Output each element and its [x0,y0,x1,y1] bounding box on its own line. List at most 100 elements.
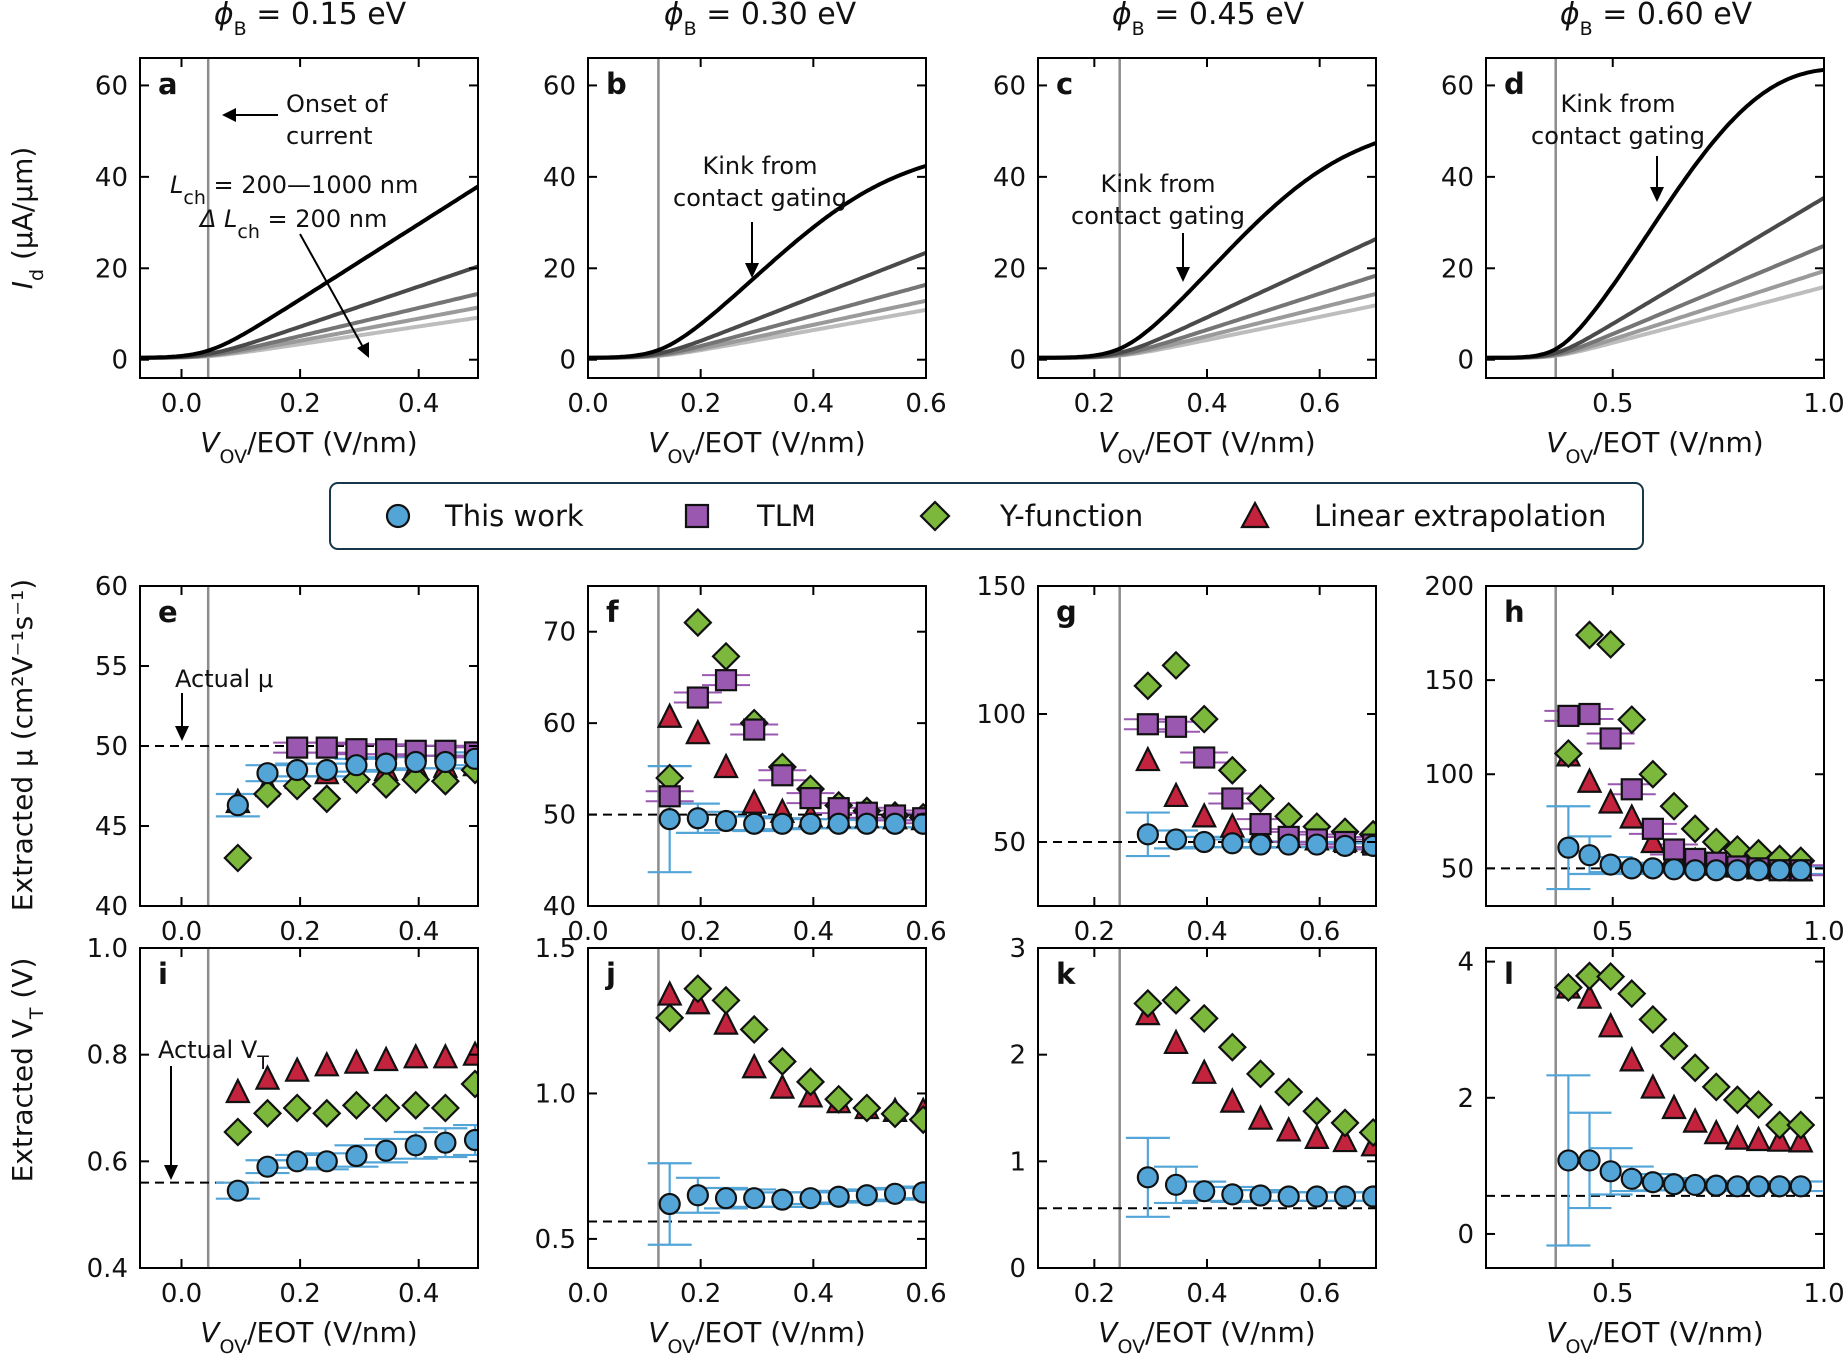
marker-tlm [1662,838,1686,861]
marker-this-work [1249,833,1272,856]
x-tick-label: 0.4 [1186,1279,1227,1309]
marker-y-function [739,1014,769,1045]
x-axis-label-sub: OV [1565,446,1593,468]
x-axis-label-rest: /EOT (V/nm) [1593,426,1764,459]
marker-linear-extrapolation [713,1009,739,1035]
x-tick-label: 0.0 [567,389,608,419]
plot-area [140,948,478,1268]
plot-area [1038,58,1376,378]
column-headers: ϕB = 0.15 eV ϕB = 0.30 eV ϕB = 0.45 eV ϕ… [214,0,1753,40]
y-tick-label: 40 [543,163,576,193]
x-axis-label: VOV/EOT (V/nm) [200,426,417,468]
marker-y-function [1659,791,1689,821]
x-axis-label-main: V [1098,1316,1119,1349]
marker-this-work [1333,834,1357,857]
x-axis-label-sub: OV [219,446,247,468]
x-tick-label: 0.2 [279,389,320,419]
marker-y-function [1553,972,1583,1003]
plot-area [1486,586,1824,906]
panel-j: 0.0 0.2 0.4 0.6 0.5 1.0 1.5 j VOV/EOT (V/nm) [535,934,947,1355]
row1-y-axis-label: Id (μA/μm) [6,147,48,290]
marker-this-work [1221,832,1244,855]
marker-this-work [1641,857,1664,880]
marker-y-function [1245,1059,1276,1089]
panel-letter: f [606,595,619,629]
marker-y-function [1743,1090,1774,1120]
annotation-delta-lch: Δ Lch = 200 nm [198,205,387,243]
x-tick-label: 0.0 [567,1279,608,1309]
axes-frame [1485,57,1825,379]
plot-area [588,58,926,378]
y-tick-label: 20 [95,254,128,284]
legend-label-linear-extrapolation: Linear extrapolation [1314,499,1606,533]
panel-letter: l [1504,957,1514,991]
marker-linear-extrapolation [314,1050,340,1077]
marker-linear-extrapolation [1304,1123,1330,1149]
marker-linear-extrapolation [1191,1058,1217,1084]
x-axis-label-main: V [1546,426,1567,459]
marker-y-function [852,1093,882,1123]
marker-y-function [1302,1096,1332,1126]
marker-this-work [799,812,822,835]
x-axis-label-sub: OV [1117,1336,1145,1355]
y-tick-label: 45 [95,812,128,842]
marker-this-work [743,1187,766,1210]
marker-y-function [223,1117,253,1147]
marker-this-work [1221,1183,1244,1206]
x-axis-label-rest: /EOT (V/nm) [247,1316,418,1349]
annotation-onset-line2: current [286,122,373,150]
marker-linear-extrapolation [254,1064,281,1090]
marker-this-work [463,1128,478,1152]
panel-d: 0.5 1.0 0 20 40 60 d VOV/EOT (V/nm) [1441,57,1845,468]
legend-marker-tlm [684,503,710,529]
marker-linear-extrapolation [1135,745,1161,772]
marker-y-function [1553,738,1583,769]
marker-y-function [1330,1108,1360,1138]
y-tick-label: 1.0 [535,1079,576,1109]
marker-y-function [1574,620,1605,650]
marker-this-work [434,1131,457,1154]
marker-y-function [1358,1117,1376,1148]
annotation-actual-mu: Actual μ [175,665,273,693]
plot-area [1486,948,1824,1268]
marker-linear-extrapolation [1163,1028,1189,1055]
curve-L200 [588,163,926,360]
x-axis-label-sub: OV [1565,1336,1593,1355]
marker-this-work [743,812,766,835]
y-tick-label: 50 [993,828,1026,858]
x-axis-label-main: V [1546,1316,1567,1349]
annotation-actual-vt: Actual VT [158,1036,269,1074]
marker-y-function [767,1046,797,1077]
x-tick-label: 0.2 [680,917,721,947]
marker-linear-extrapolation [1661,1093,1687,1120]
x-axis-label: VOV/EOT (V/nm) [1098,1316,1315,1355]
marker-y-function [430,1093,460,1123]
marker-linear-extrapolation [1576,767,1603,793]
marker-this-work [771,1188,794,1211]
x-axis-label-main: V [200,1316,221,1349]
curve-L200 [140,184,478,360]
marker-tlm [1136,713,1159,736]
row2-y-axis-label: Extracted μ (cm²V⁻¹s⁻¹) [6,579,39,911]
plot-area [588,586,926,906]
marker-linear-extrapolation [225,1077,251,1104]
marker-y-function [1638,1004,1668,1035]
x-tick-label: 0.2 [279,1279,320,1309]
marker-y-function [824,1084,854,1114]
marker-y-function [683,608,713,638]
x-axis-label-sub: OV [219,1336,247,1355]
marker-y-function [683,974,713,1004]
marker-y-function [223,843,253,873]
marker-tlm [714,669,738,692]
marker-linear-extrapolation [432,1042,459,1069]
x-axis-label: VOV/EOT (V/nm) [648,426,865,468]
marker-y-function [1638,759,1668,789]
marker-tlm [1164,715,1188,738]
marker-y-function [1659,1031,1689,1061]
marker-this-work [714,809,738,833]
marker-y-function [1245,783,1276,814]
y-tick-label: 40 [95,892,128,922]
axes-frame [587,585,927,907]
y-tick-label: 70 [543,618,576,648]
